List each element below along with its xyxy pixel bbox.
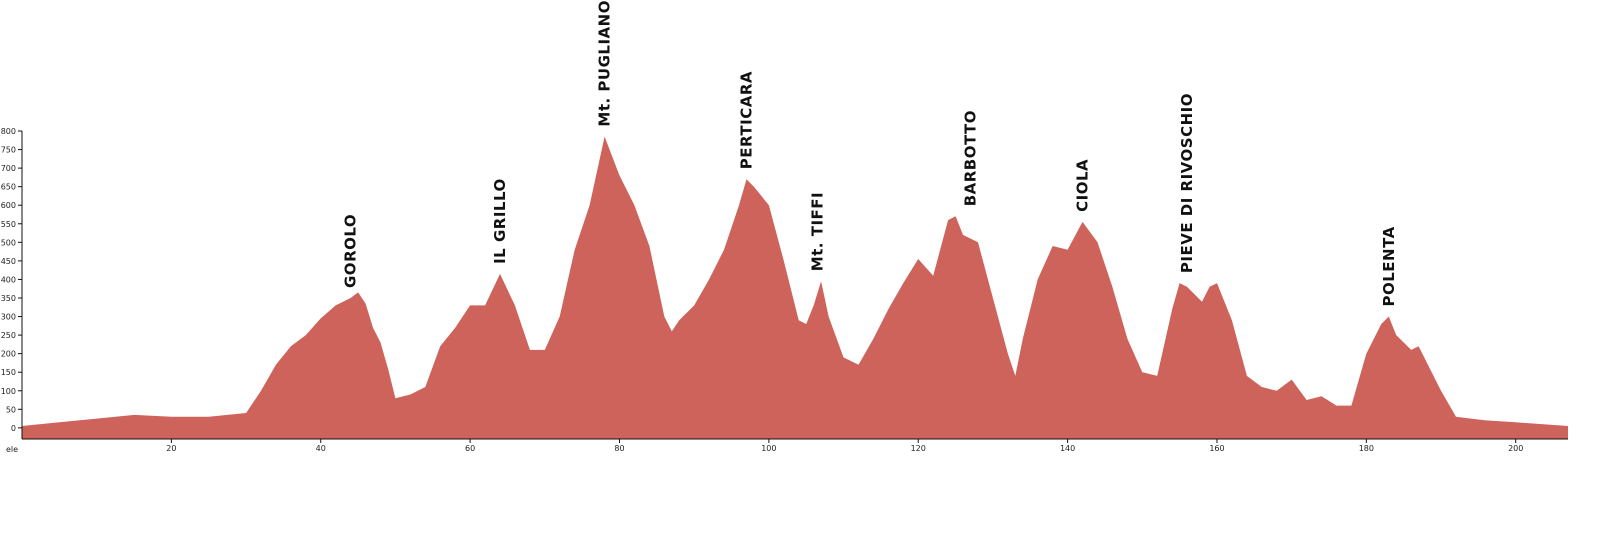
y-tick-label: 550 bbox=[1, 220, 16, 229]
y-tick-label: 750 bbox=[1, 146, 16, 155]
y-tick-label: 100 bbox=[1, 387, 16, 396]
peak-labels: GOROLO IL GRILLO Mt. PUGLIANO PERTICARA Mt. … bbox=[342, 0, 1398, 306]
peak-label: BARBOTTO bbox=[962, 110, 980, 206]
axes-layer bbox=[18, 130, 1568, 443]
x-tick-label: 140 bbox=[1060, 444, 1075, 453]
elevation-area bbox=[22, 136, 1568, 439]
x-tick-label: 200 bbox=[1508, 444, 1523, 453]
y-tick-label: 600 bbox=[1, 201, 16, 210]
peak-label: GOROLO bbox=[342, 214, 360, 288]
y-tick-label: 150 bbox=[1, 368, 16, 377]
y-tick-label: 350 bbox=[1, 294, 16, 303]
peak-label: Mt. TIFFI bbox=[808, 192, 826, 271]
x-tick-label: 20 bbox=[166, 444, 176, 453]
x-tick-label: 160 bbox=[1209, 444, 1224, 453]
x-tick-label: 60 bbox=[465, 444, 475, 453]
x-tick-labels: 20 40 60 80 100 120 140 160 180 200 bbox=[166, 444, 1523, 453]
peak-label: CIOLA bbox=[1074, 159, 1092, 212]
y-tick-label: 200 bbox=[1, 350, 16, 359]
y-tick-label: 450 bbox=[1, 257, 16, 266]
peak-label: Mt. PUGLIANO bbox=[596, 0, 614, 127]
peak-label: PIEVE DI RIVOSCHIO bbox=[1178, 93, 1196, 273]
y-tick-label: 300 bbox=[1, 313, 16, 322]
x-tick-label: 180 bbox=[1359, 444, 1374, 453]
x-tick-label: 80 bbox=[614, 444, 624, 453]
y-tick-labels: 0 50 100 150 200 250 300 350 400 450 500 550 600 650 7… bbox=[1, 127, 16, 433]
y-tick-label: 650 bbox=[1, 183, 16, 192]
x-tick-label: 100 bbox=[761, 444, 776, 453]
y-tick-label: 0 bbox=[11, 424, 16, 433]
y-tick-label: 400 bbox=[1, 275, 16, 284]
y-tick-label: 50 bbox=[6, 405, 16, 414]
peak-label: IL GRILLO bbox=[491, 178, 509, 264]
x-axis-name: ele bbox=[6, 445, 18, 454]
y-tick-label: 500 bbox=[1, 238, 16, 247]
peak-label: PERTICARA bbox=[738, 71, 756, 169]
y-tick-label: 800 bbox=[1, 127, 16, 136]
x-tick-label: 40 bbox=[316, 444, 326, 453]
elevation-area-layer bbox=[22, 136, 1568, 439]
y-tick-label: 250 bbox=[1, 331, 16, 340]
x-tick-label: 120 bbox=[911, 444, 926, 453]
y-tick-label: 700 bbox=[1, 164, 16, 173]
peak-label: POLENTA bbox=[1380, 226, 1398, 306]
